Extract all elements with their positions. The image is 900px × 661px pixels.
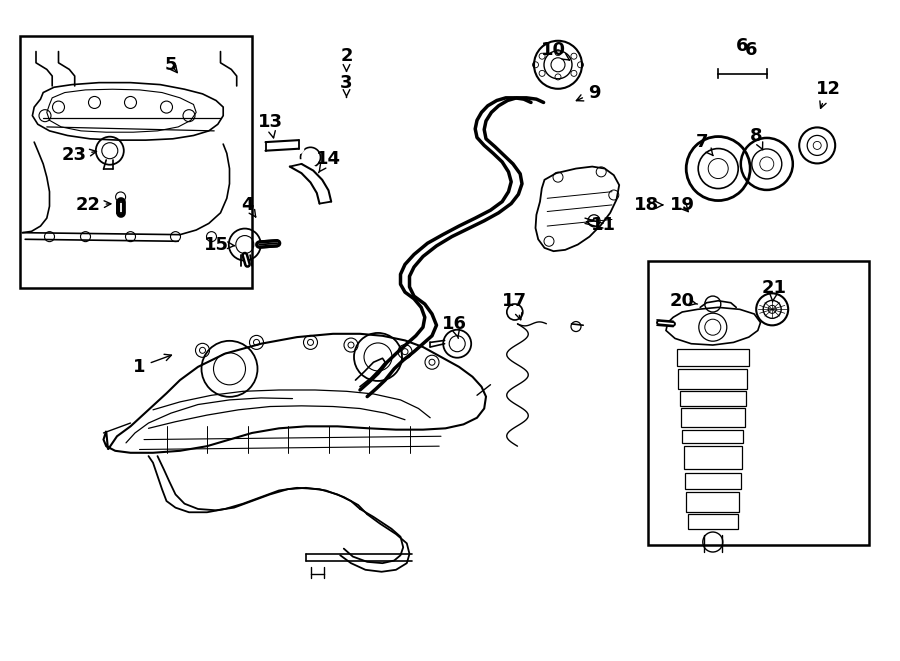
Text: 4: 4	[241, 196, 256, 217]
Text: 19: 19	[670, 196, 695, 214]
Text: 17: 17	[502, 292, 527, 320]
Text: 18: 18	[634, 196, 662, 214]
Text: 3: 3	[340, 73, 353, 97]
Text: 13: 13	[257, 113, 283, 138]
Text: 6: 6	[745, 40, 758, 59]
Text: 21: 21	[761, 278, 787, 302]
Text: 7: 7	[696, 133, 713, 155]
Text: 15: 15	[203, 235, 235, 254]
Bar	[648, 261, 868, 545]
Text: 8: 8	[750, 126, 763, 150]
Text: 12: 12	[815, 80, 841, 108]
Text: 1: 1	[133, 354, 171, 376]
Text: 5: 5	[165, 56, 177, 74]
Text: 14: 14	[316, 149, 341, 173]
Text: 10: 10	[541, 40, 570, 60]
Text: 6: 6	[736, 37, 749, 56]
Text: 11: 11	[587, 215, 616, 234]
Text: 20: 20	[670, 292, 698, 310]
Text: 2: 2	[340, 47, 353, 71]
Text: 22: 22	[76, 196, 111, 214]
Text: 23: 23	[61, 146, 96, 165]
Text: 16: 16	[442, 315, 467, 338]
Text: 9: 9	[576, 83, 600, 102]
Bar	[20, 36, 252, 288]
